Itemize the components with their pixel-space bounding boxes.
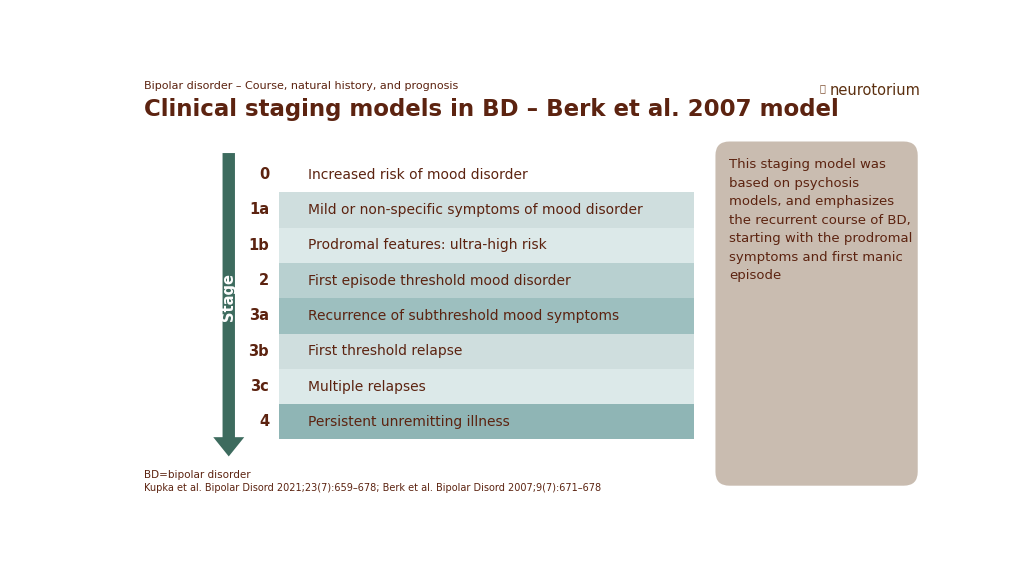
Bar [280,263,693,298]
FancyBboxPatch shape [716,142,918,486]
Text: Clinical staging models in BD – Berk et al. 2007 model: Clinical staging models in BD – Berk et … [143,98,839,122]
Text: ⬛: ⬛ [819,83,825,93]
Text: neurotorium: neurotorium [829,83,921,98]
Text: This staging model was
based on psychosis
models, and emphasizes
the recurrent c: This staging model was based on psychosi… [729,158,912,282]
Text: 2: 2 [259,273,269,288]
Bar [280,228,693,263]
Text: 0: 0 [259,167,269,182]
Text: Multiple relapses: Multiple relapses [308,380,426,393]
Text: 4: 4 [259,414,269,429]
Text: 1b: 1b [248,238,269,253]
Text: Bipolar disorder – Course, natural history, and prognosis: Bipolar disorder – Course, natural histo… [143,81,458,92]
Text: Stage: Stage [221,273,237,321]
Text: 3c: 3c [250,379,269,394]
Text: Prodromal features: ultra-high risk: Prodromal features: ultra-high risk [308,238,547,252]
Text: Recurrence of subthreshold mood symptoms: Recurrence of subthreshold mood symptoms [308,309,618,323]
Text: First threshold relapse: First threshold relapse [308,344,462,358]
Bar [280,369,693,404]
FancyArrow shape [213,153,245,456]
Text: 3a: 3a [249,308,269,323]
Bar [280,298,693,334]
Bar [280,334,693,369]
Text: Persistent unremitting illness: Persistent unremitting illness [308,415,510,429]
Bar [280,404,693,439]
Bar [280,192,693,228]
Text: 1a: 1a [249,202,269,217]
Text: Increased risk of mood disorder: Increased risk of mood disorder [308,168,527,181]
Text: Mild or non-specific symptoms of mood disorder: Mild or non-specific symptoms of mood di… [308,203,642,217]
Text: First episode threshold mood disorder: First episode threshold mood disorder [308,274,570,287]
Text: Kupka et al. Bipolar Disord 2021;23(7):659–678; Berk et al. Bipolar Disord 2007;: Kupka et al. Bipolar Disord 2021;23(7):6… [143,483,601,494]
Text: 3b: 3b [249,344,269,359]
Text: BD=bipolar disorder: BD=bipolar disorder [143,470,250,480]
